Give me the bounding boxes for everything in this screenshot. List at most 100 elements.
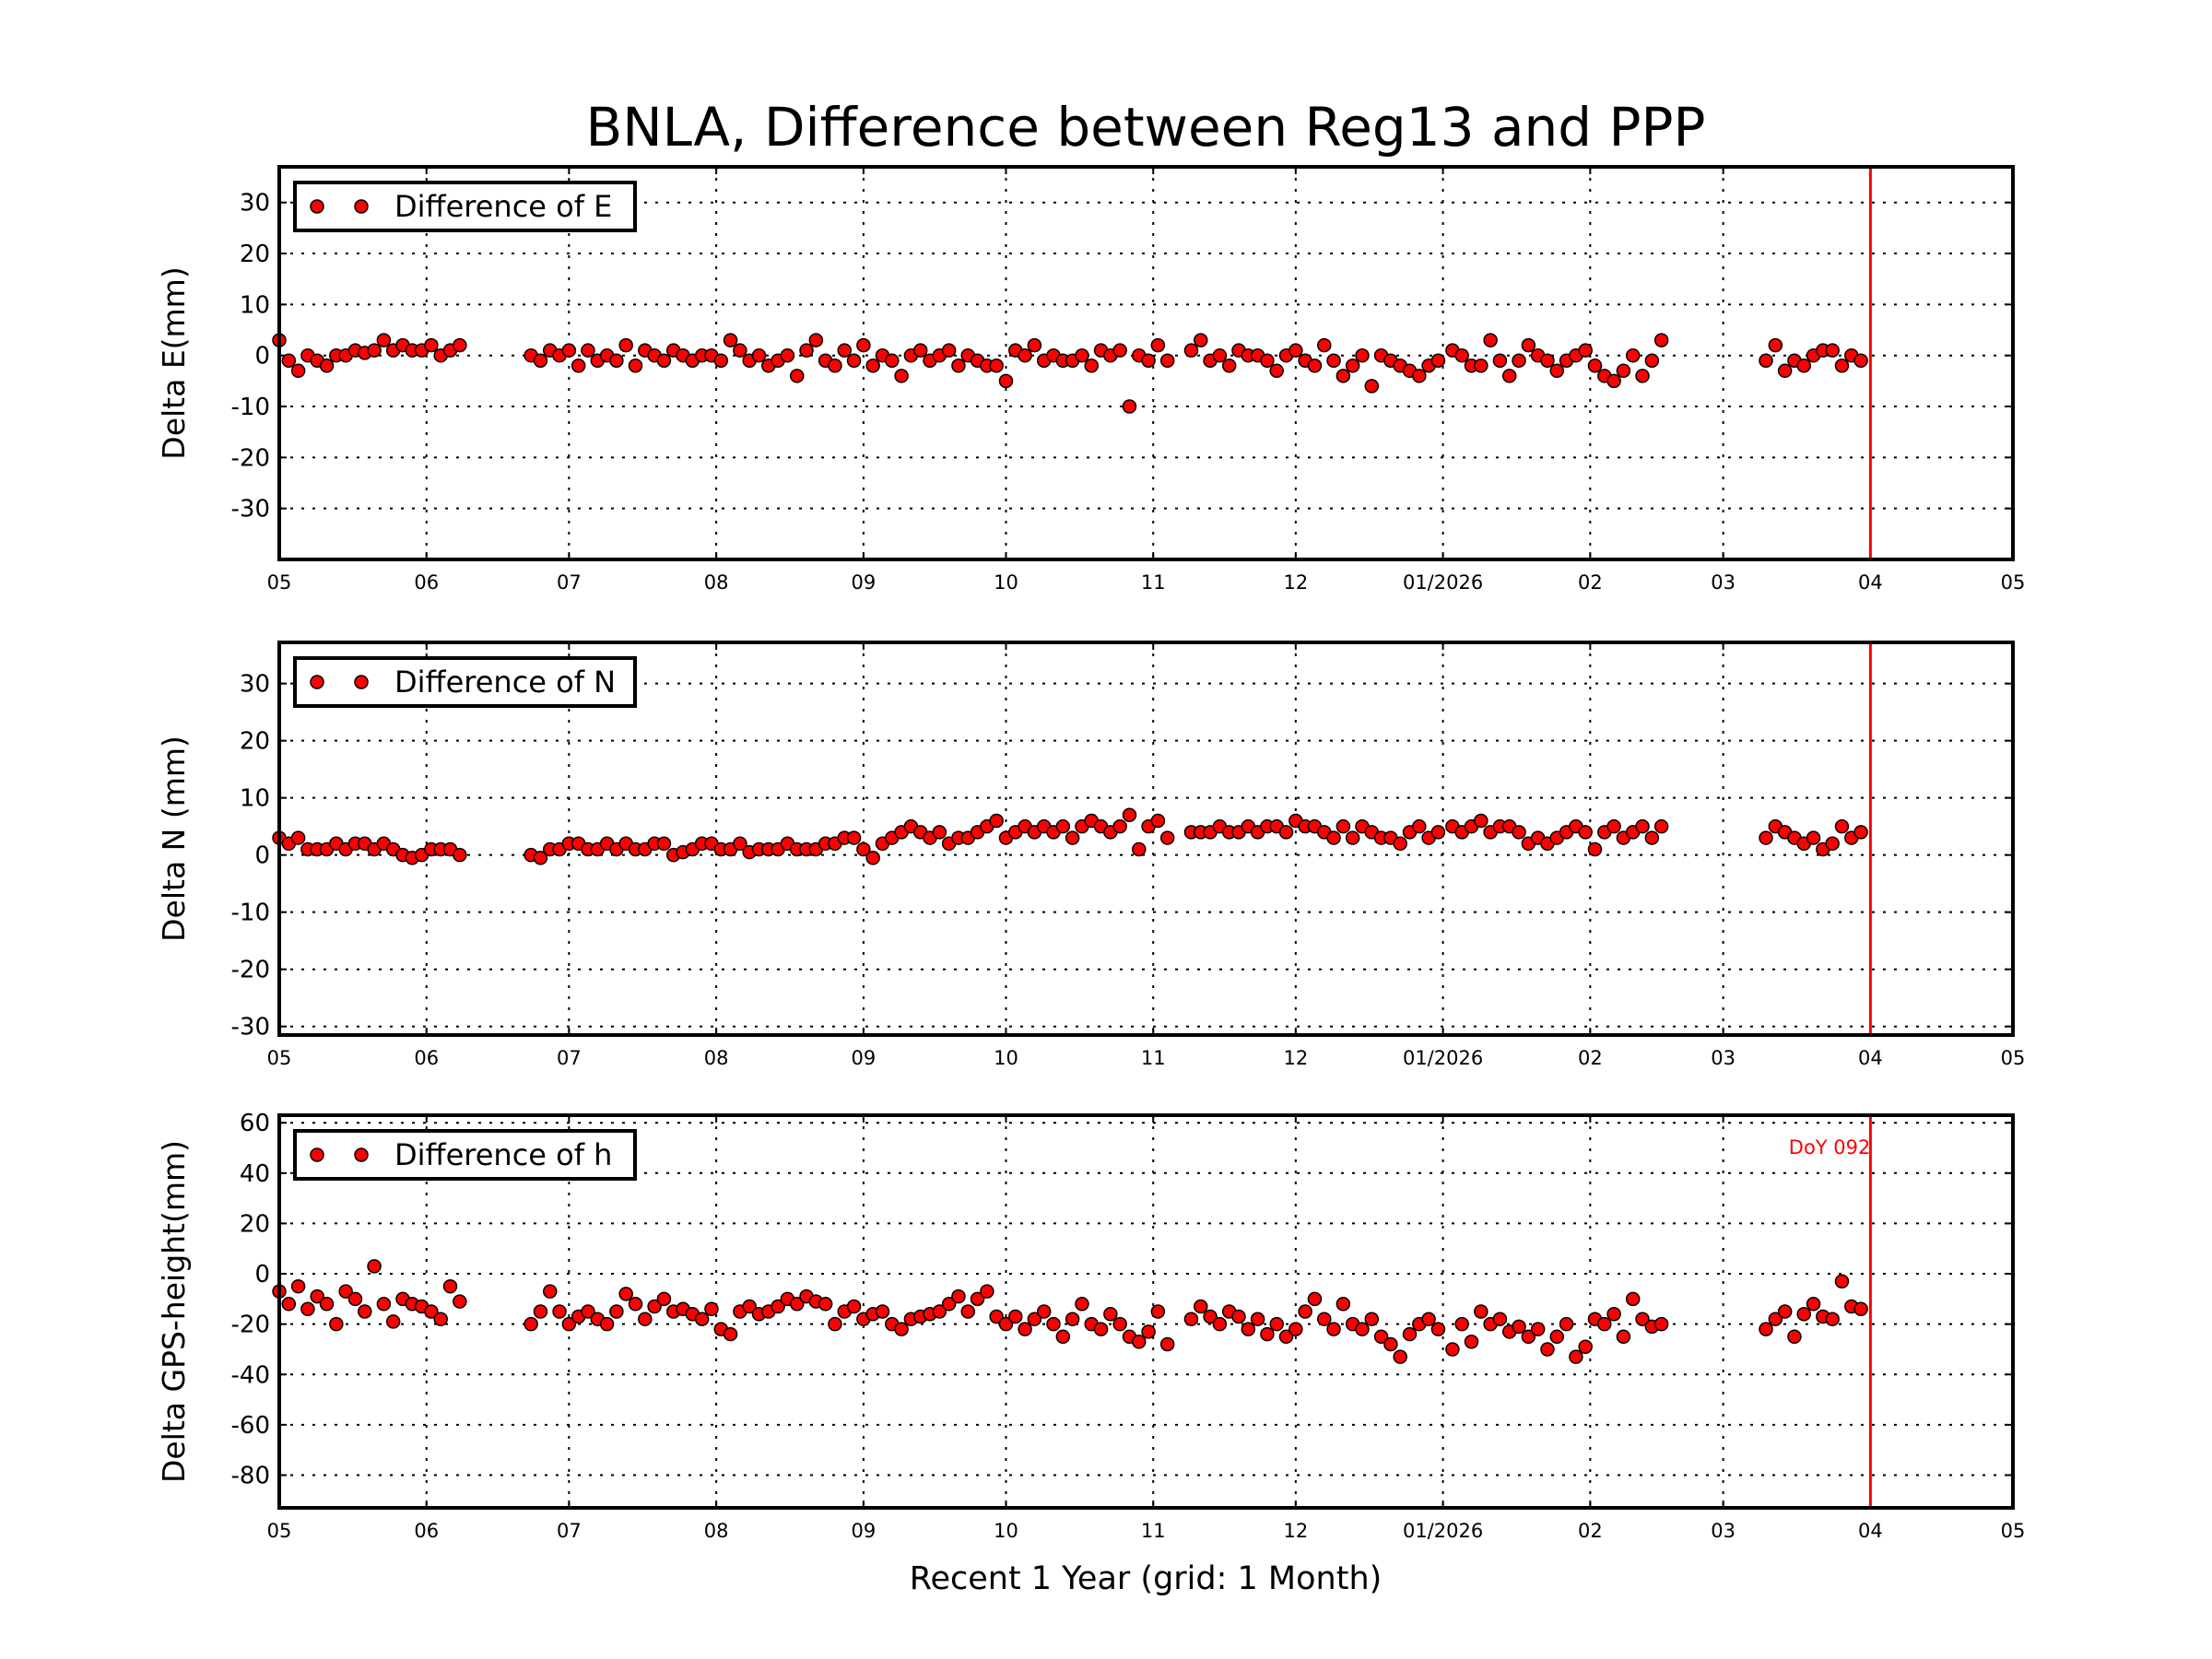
data-point — [1065, 1312, 1080, 1326]
data-point — [799, 343, 814, 358]
data-point — [1549, 1329, 1565, 1345]
y-tick-label: -20 — [231, 444, 270, 472]
axes-frame — [277, 165, 2015, 561]
legend: Difference of h — [293, 1129, 637, 1181]
data-point — [1345, 359, 1360, 373]
data-point — [1326, 353, 1341, 368]
x-tick-label: 05 — [2001, 1520, 2026, 1542]
data-point — [1335, 818, 1351, 834]
x-tick-label: 02 — [1578, 1520, 1603, 1542]
data-point — [1474, 1304, 1488, 1319]
data-point — [1093, 1322, 1109, 1336]
data-point — [1512, 825, 1526, 840]
data-point — [1212, 1316, 1228, 1332]
data-point — [1597, 1316, 1612, 1332]
data-point — [837, 343, 853, 358]
data-point — [1635, 1312, 1650, 1326]
y-axis-label: Delta GPS-height(mm) — [156, 1140, 192, 1483]
data-point — [1521, 1329, 1536, 1345]
data-point — [894, 369, 909, 383]
y-axis-label: Delta E(mm) — [156, 266, 192, 459]
x-tick-label: 03 — [1711, 1047, 1735, 1069]
data-point — [1317, 337, 1332, 353]
x-tick-label: 01/2026 — [1403, 571, 1483, 594]
data-point — [1036, 1304, 1052, 1319]
legend-marker — [310, 199, 324, 214]
data-point — [453, 1294, 467, 1309]
data-point — [951, 1288, 966, 1304]
data-point — [1454, 1316, 1469, 1332]
data-point — [1521, 337, 1536, 353]
data-point — [989, 359, 1004, 373]
data-point — [1326, 830, 1341, 845]
y-tick-label: -10 — [231, 394, 270, 421]
data-point — [1530, 1322, 1546, 1336]
data-point — [1759, 353, 1773, 368]
data-point — [618, 1287, 633, 1301]
data-point — [656, 1291, 672, 1307]
data-point — [733, 343, 747, 358]
data-point — [1796, 1306, 1811, 1322]
data-point — [1625, 347, 1641, 363]
data-point — [1625, 1291, 1641, 1307]
data-point — [1055, 818, 1071, 834]
subplot-1: 05 06 07 08 09 10 11 12 01/2026 02 03 04 05 30 20 10 0 -1… — [156, 165, 2025, 594]
data-point — [885, 353, 900, 368]
data-point — [865, 359, 880, 373]
data-point — [1112, 818, 1127, 834]
data-point — [1540, 1342, 1555, 1357]
axes-frame — [277, 1113, 2015, 1510]
y-tick-label: 10 — [240, 291, 270, 319]
data-point — [1183, 343, 1199, 358]
data-point — [1150, 813, 1166, 829]
data-point — [1018, 347, 1032, 363]
data-point — [319, 359, 335, 373]
x-tick-label: 04 — [1858, 1047, 1883, 1069]
data-point — [1512, 353, 1526, 368]
subplot-3: 05 06 07 08 09 10 11 12 01/2026 02 03 04 05 60 40 20 0 -2… — [156, 1110, 2025, 1542]
data-point — [1345, 830, 1360, 845]
data-point — [561, 343, 577, 358]
data-point — [367, 1259, 382, 1274]
data-point — [789, 1297, 805, 1312]
data-point — [1587, 359, 1603, 373]
data-point — [1288, 343, 1303, 358]
x-tick-label: 04 — [1858, 1520, 1883, 1542]
data-point — [1150, 1304, 1166, 1319]
x-tick-label: 08 — [704, 1520, 729, 1542]
y-tick-label: 20 — [240, 1210, 270, 1238]
data-point — [1278, 1329, 1294, 1345]
data-point — [1402, 1326, 1418, 1342]
data-point — [941, 343, 957, 358]
y-tick-label: 10 — [240, 785, 270, 813]
data-point — [1430, 1322, 1446, 1336]
data-point — [1796, 359, 1811, 373]
data-point — [1578, 825, 1593, 840]
axes-frame — [277, 641, 2015, 1037]
data-point — [1454, 347, 1469, 363]
legend-marker — [310, 1147, 324, 1162]
data-point — [894, 1322, 909, 1336]
data-point — [1777, 363, 1793, 379]
y-tick-label: -80 — [231, 1463, 270, 1490]
data-point — [1653, 818, 1669, 834]
data-point — [310, 1288, 324, 1304]
data-point — [1606, 1306, 1621, 1322]
data-point — [1159, 830, 1175, 845]
data-point — [618, 337, 633, 353]
data-point — [1194, 333, 1208, 347]
data-point — [609, 1304, 624, 1319]
data-point — [1373, 1329, 1389, 1345]
legend-label: Difference of N — [394, 665, 616, 700]
data-point — [1103, 1306, 1118, 1322]
data-point — [656, 353, 672, 368]
chart-title: BNLA, Difference between Reg13 and PPP — [586, 96, 1706, 159]
data-point — [1492, 1312, 1508, 1326]
x-tick-label: 05 — [267, 571, 292, 594]
y-tick-label: 20 — [240, 241, 270, 268]
data-point — [1355, 347, 1370, 363]
y-tick-label: 30 — [240, 190, 270, 218]
data-point — [1806, 830, 1821, 845]
data-point — [1474, 359, 1488, 373]
